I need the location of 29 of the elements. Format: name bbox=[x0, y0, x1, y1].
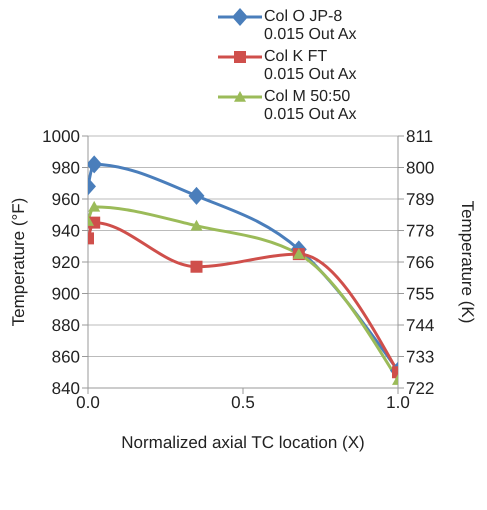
y2-tick-label: 755 bbox=[406, 284, 434, 304]
y2-tick-label: 778 bbox=[406, 222, 434, 241]
y-axis-title: Temperature (°F) bbox=[9, 198, 28, 326]
y2-axis-title: Temperature (K) bbox=[458, 200, 477, 324]
point bbox=[88, 155, 102, 174]
y-tick-label: 880 bbox=[52, 316, 80, 336]
y-tick-label: 940 bbox=[52, 222, 80, 241]
y-tick-label: 900 bbox=[52, 284, 80, 304]
x-tick-label: 0.5 bbox=[231, 393, 255, 412]
point bbox=[190, 260, 202, 273]
y-tick-label: 960 bbox=[52, 190, 80, 210]
y2-tick-label: 744 bbox=[406, 316, 434, 336]
y2-tick-label: 789 bbox=[406, 190, 434, 210]
y-tick-label: 980 bbox=[52, 158, 80, 178]
x-tick-label: 1.0 bbox=[386, 393, 410, 412]
y2-tick-label: 766 bbox=[406, 253, 434, 272]
y2-tick-label: 733 bbox=[406, 348, 434, 367]
x-tick-label: 0.0 bbox=[76, 393, 100, 412]
y-tick-label: 860 bbox=[52, 348, 80, 367]
point bbox=[190, 220, 202, 231]
y-tick-label: 920 bbox=[52, 253, 80, 272]
legend-label: Col M 50:50 0.015 Out Ax bbox=[264, 88, 357, 124]
legend-label: Col O JP-8 0.015 Out Ax bbox=[264, 8, 357, 44]
point bbox=[188, 186, 204, 205]
y2-tick-label: 811 bbox=[406, 127, 434, 146]
y2-tick-label: 800 bbox=[406, 158, 434, 178]
x-axis-title: Normalized axial TC location (X) bbox=[121, 433, 365, 452]
y-tick-label: 1000 bbox=[42, 127, 80, 146]
legend-label: Col K FT 0.015 Out Ax bbox=[264, 48, 357, 84]
